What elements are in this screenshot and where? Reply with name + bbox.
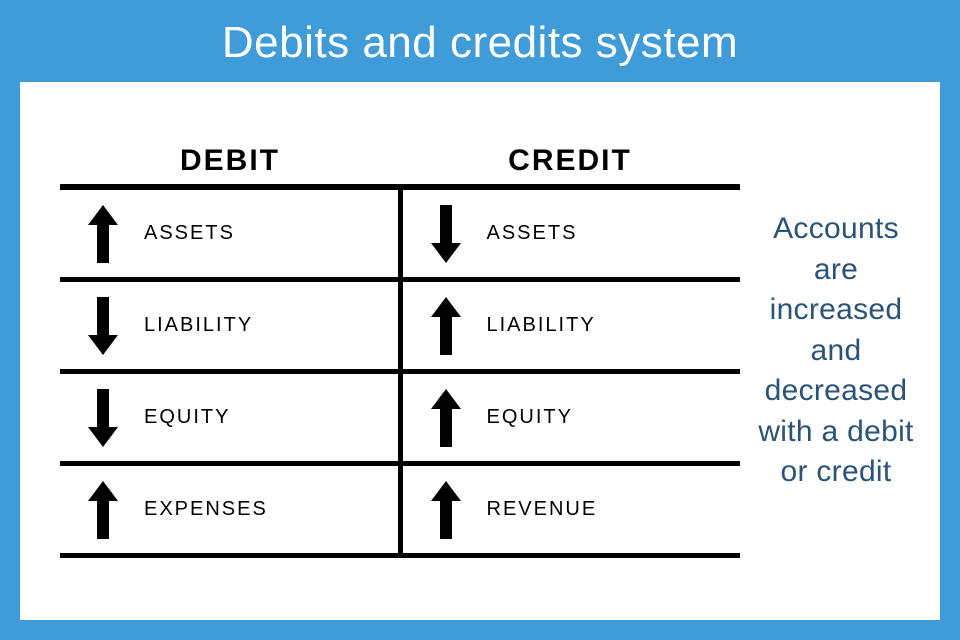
content-panel: DEBIT CREDIT ASSETS ASSETS — [20, 82, 940, 620]
credit-cell: REVENUE — [403, 466, 741, 553]
arrow-up-icon — [431, 297, 461, 355]
debit-cell: EQUITY — [60, 374, 403, 461]
table-row: ASSETS ASSETS — [60, 190, 740, 282]
outer-frame: Debits and credits system DEBIT CREDIT A… — [0, 0, 960, 640]
credit-cell: EQUITY — [403, 374, 741, 461]
credit-cell: ASSETS — [403, 190, 741, 277]
arrow-up-icon — [88, 205, 118, 263]
cell-label: ASSETS — [487, 222, 578, 245]
arrow-up-icon — [431, 389, 461, 447]
debit-cell: EXPENSES — [60, 466, 403, 553]
cell-label: LIABILITY — [487, 314, 596, 337]
credit-header: CREDIT — [400, 144, 740, 184]
debit-cell: LIABILITY — [60, 282, 403, 369]
table-row: LIABILITY LIABILITY — [60, 282, 740, 374]
cell-label: EXPENSES — [144, 498, 268, 521]
cell-label: REVENUE — [487, 498, 598, 521]
cell-label: EQUITY — [487, 406, 573, 429]
table-row: EQUITY EQUITY — [60, 374, 740, 466]
debit-header: DEBIT — [60, 144, 400, 184]
table-grid: ASSETS ASSETS LIABILITY LIABILITY — [60, 184, 740, 558]
debit-credit-table: DEBIT CREDIT ASSETS ASSETS — [60, 144, 740, 558]
side-caption: Accounts are increased and decreased wit… — [750, 209, 922, 493]
cell-label: LIABILITY — [144, 314, 253, 337]
table-headers: DEBIT CREDIT — [60, 144, 740, 184]
cell-label: EQUITY — [144, 406, 230, 429]
arrow-up-icon — [88, 481, 118, 539]
arrow-down-icon — [88, 297, 118, 355]
cell-label: ASSETS — [144, 222, 235, 245]
arrow-down-icon — [431, 205, 461, 263]
page-title: Debits and credits system — [20, 0, 940, 82]
debit-cell: ASSETS — [60, 190, 403, 277]
arrow-down-icon — [88, 389, 118, 447]
credit-cell: LIABILITY — [403, 282, 741, 369]
table-row: EXPENSES REVENUE — [60, 466, 740, 558]
arrow-up-icon — [431, 481, 461, 539]
